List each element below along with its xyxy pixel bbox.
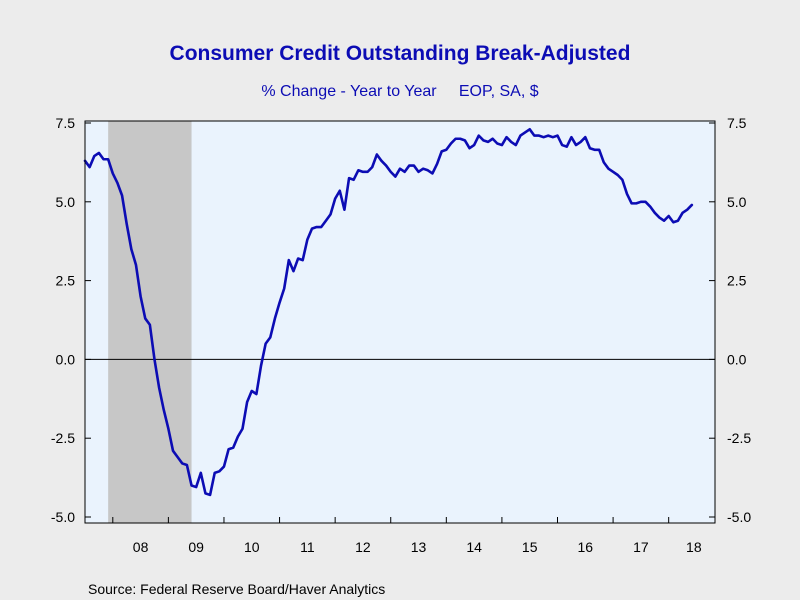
chart-subtitle: % Change - Year to Year EOP, SA, $ (261, 83, 538, 100)
x-tick-label: 08 (133, 539, 149, 555)
y-tick-label-left: 7.5 (56, 115, 76, 131)
source-note: Source: Federal Reserve Board/Haver Anal… (88, 581, 385, 597)
x-tick-label: 16 (578, 539, 594, 555)
x-tick-label: 13 (411, 539, 427, 555)
y-tick-label-right: -5.0 (727, 509, 751, 525)
y-tick-label-right: 5.0 (727, 194, 747, 210)
y-tick-label-right: 0.0 (727, 351, 747, 367)
x-tick-label: 11 (300, 539, 315, 555)
x-tick-label: 14 (466, 539, 482, 555)
left-y-axis: 7.5 5.0 2.5 0.0 -2.5 -5.0 (51, 115, 91, 525)
x-tick-label: 10 (244, 539, 260, 555)
x-axis: 08 09 10 11 12 13 14 15 16 17 18 (112, 517, 702, 555)
chart-title: Consumer Credit Outstanding Break-Adjust… (170, 42, 631, 65)
plot-frame (84, 120, 716, 524)
y-tick-label-left: -5.0 (51, 509, 75, 525)
y-tick-label-left: -2.5 (51, 430, 75, 446)
x-tick-label: 12 (355, 539, 371, 555)
x-tick-label: 09 (188, 539, 204, 555)
x-tick-label: 15 (522, 539, 538, 555)
y-tick-label-right: -2.5 (727, 430, 751, 446)
series-line (83, 128, 694, 497)
y-tick-label-left: 5.0 (56, 194, 76, 210)
y-tick-label-left: 2.5 (56, 273, 76, 289)
recession-band (108, 121, 192, 523)
y-tick-label-left: 0.0 (56, 351, 76, 367)
right-y-axis: 7.5 5.0 2.5 0.0 -2.5 -5.0 (709, 115, 751, 525)
y-tick-label-right: 2.5 (727, 273, 747, 289)
x-tick-label: 18 (686, 539, 702, 555)
y-tick-label-right: 7.5 (727, 115, 747, 131)
x-tick-label: 17 (633, 539, 649, 555)
